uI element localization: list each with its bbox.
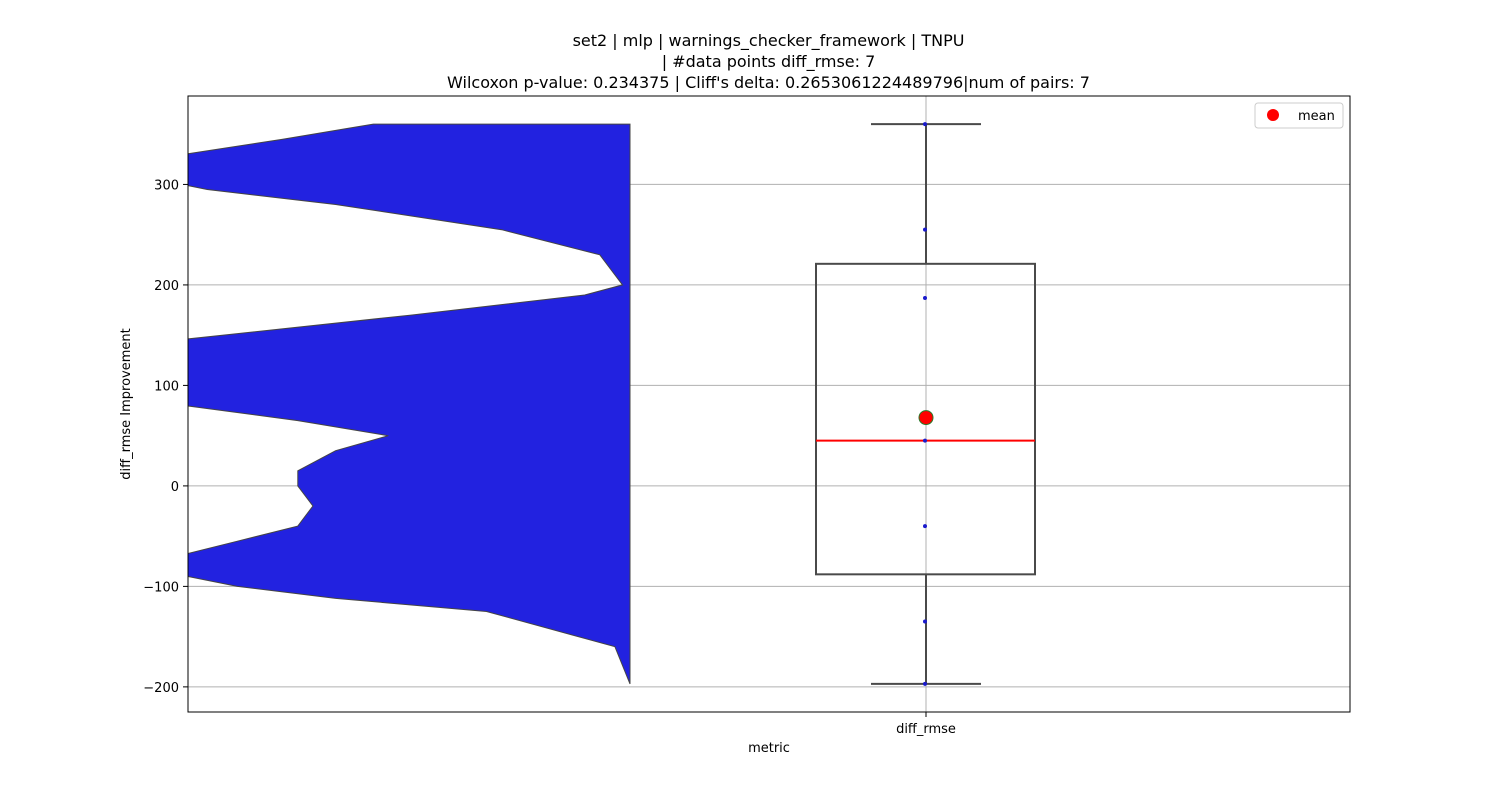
y-axis-label: diff_rmse Improvement	[119, 328, 134, 479]
data-point-4	[923, 524, 927, 529]
y-tick-label-5: 300	[154, 178, 179, 193]
y-tick-label-1: −100	[143, 580, 179, 595]
title-line-1: set2 | mlp | warnings_checker_framework …	[572, 31, 965, 50]
data-point-6	[923, 681, 927, 686]
ticks-layer: −200 −100 0 100 200 300 diff_rmse	[143, 178, 956, 737]
data-point-0	[923, 122, 927, 127]
plot-frame	[187, 95, 1351, 713]
legend: mean	[1254, 102, 1344, 129]
data-point-5	[923, 619, 927, 624]
title-line-2: | #data points diff_rmse: 7	[661, 52, 876, 71]
data-point-3	[923, 438, 927, 443]
violin-layer	[188, 123, 631, 685]
mean-marker	[918, 410, 934, 426]
y-tick-label-4: 200	[154, 279, 179, 294]
y-tick-label-3: 100	[154, 379, 179, 394]
y-tick-label-2: 0	[171, 480, 179, 495]
points-layer	[918, 122, 934, 686]
legend-mean-label: mean	[1298, 109, 1335, 124]
y-tick-label-0: −200	[143, 681, 179, 696]
violin-body	[188, 123, 631, 685]
x-axis-label: metric	[748, 741, 790, 756]
data-point-1	[923, 227, 927, 232]
data-point-2	[923, 295, 927, 300]
title-line-3: Wilcoxon p-value: 0.234375 | Cliff's del…	[447, 73, 1090, 92]
chart-title: set2 | mlp | warnings_checker_framework …	[0, 30, 1500, 93]
x-tick-label-0: diff_rmse	[896, 722, 956, 737]
legend-frame	[1254, 102, 1344, 129]
legend-mean-marker	[1267, 109, 1279, 121]
iqr-box	[815, 262, 1036, 576]
